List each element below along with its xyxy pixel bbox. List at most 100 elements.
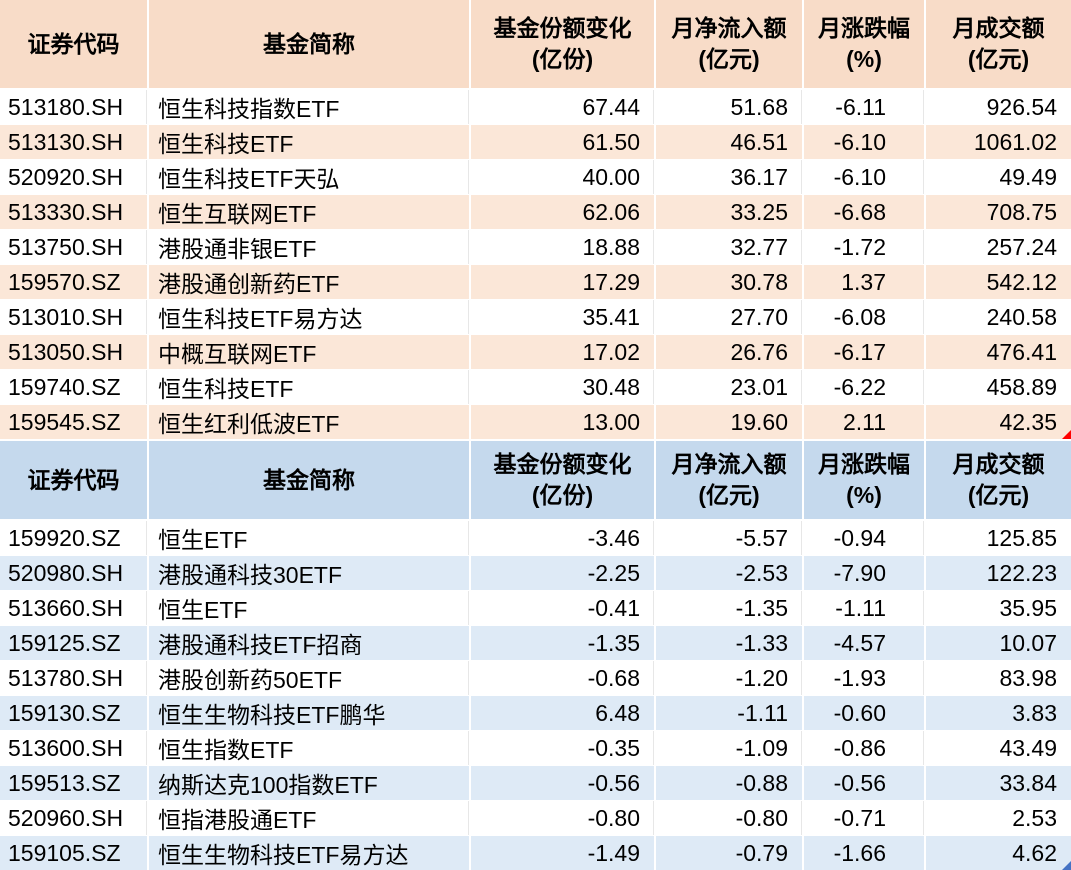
share-change-cell: 17.29 [470, 265, 655, 300]
security-code-cell: 513330.SH [0, 195, 148, 230]
table-row: 159545.SZ 恒生红利低波ETF 13.00 19.60 2.11 42.… [0, 405, 1071, 440]
col-unit: (%) [804, 480, 924, 511]
net-inflow-cell: 26.76 [655, 335, 803, 370]
turnover-cell: 2.53 [925, 801, 1071, 836]
turnover-cell: 43.49 [925, 731, 1071, 766]
table-row: 513330.SH 恒生互联网ETF 62.06 33.25 -6.68 708… [0, 195, 1071, 230]
security-code-cell: 520960.SH [0, 801, 148, 836]
table-row: 513180.SH 恒生科技指数ETF 67.44 51.68 -6.11 92… [0, 89, 1071, 125]
table-row: 520960.SH 恒指港股通ETF -0.80 -0.80 -0.71 2.5… [0, 801, 1071, 836]
pct-change-cell: -4.57 [803, 626, 925, 661]
share-change-cell: -0.41 [470, 591, 655, 626]
table-row: 513130.SH 恒生科技ETF 61.50 46.51 -6.10 1061… [0, 125, 1071, 160]
col-unit: (亿份) [471, 44, 654, 75]
table-row: 520980.SH 港股通科技30ETF -2.25 -2.53 -7.90 1… [0, 556, 1071, 591]
pct-change-cell: -6.10 [803, 160, 925, 195]
net-inflow-cell: -1.20 [655, 661, 803, 696]
security-code-cell: 159125.SZ [0, 626, 148, 661]
table-row: 159105.SZ 恒生生物科技ETF易方达 -1.49 -0.79 -1.66… [0, 836, 1071, 870]
fund-name-cell: 港股通创新药ETF [148, 265, 470, 300]
turnover-cell: 33.84 [925, 766, 1071, 801]
fund-name-cell: 恒生生物科技ETF鹏华 [148, 696, 470, 731]
share-change-cell: -1.49 [470, 836, 655, 870]
net-inflow-cell: 36.17 [655, 160, 803, 195]
pct-change-cell: -6.22 [803, 370, 925, 405]
fund-name-cell: 恒生科技指数ETF [148, 89, 470, 125]
security-code-cell: 159545.SZ [0, 405, 148, 440]
col-security-code: 证券代码 [0, 0, 148, 89]
table-row: 159130.SZ 恒生生物科技ETF鹏华 6.48 -1.11 -0.60 3… [0, 696, 1071, 731]
net-inflow-cell: 19.60 [655, 405, 803, 440]
col-unit: (亿份) [471, 480, 654, 511]
col-label: 月成交额 [926, 13, 1071, 44]
pct-change-cell: -0.86 [803, 731, 925, 766]
share-change-cell: 67.44 [470, 89, 655, 125]
net-inflow-cell: -1.09 [655, 731, 803, 766]
col-label: 基金份额变化 [471, 449, 654, 480]
net-inflow-cell: 46.51 [655, 125, 803, 160]
security-code-cell: 159920.SZ [0, 520, 148, 556]
col-label: 基金简称 [149, 29, 469, 60]
share-change-cell: -0.35 [470, 731, 655, 766]
fund-name-cell: 港股创新药50ETF [148, 661, 470, 696]
col-security-code: 证券代码 [0, 440, 148, 520]
col-unit: (亿元) [656, 480, 802, 511]
fund-name-cell: 恒指港股通ETF [148, 801, 470, 836]
share-change-cell: -0.68 [470, 661, 655, 696]
security-code-cell: 513600.SH [0, 731, 148, 766]
security-code-cell: 159570.SZ [0, 265, 148, 300]
header-row: 证券代码 基金简称 基金份额变化(亿份) 月净流入额(亿元) 月涨跌幅(%) 月… [0, 0, 1071, 89]
security-code-cell: 520920.SH [0, 160, 148, 195]
col-fund-name: 基金简称 [148, 440, 470, 520]
pct-change-cell: -6.17 [803, 335, 925, 370]
security-code-cell: 520980.SH [0, 556, 148, 591]
pct-change-cell: -6.68 [803, 195, 925, 230]
share-change-cell: 40.00 [470, 160, 655, 195]
share-change-cell: 62.06 [470, 195, 655, 230]
share-change-cell: -0.56 [470, 766, 655, 801]
turnover-cell: 10.07 [925, 626, 1071, 661]
table-row: 513010.SH 恒生科技ETF易方达 35.41 27.70 -6.08 2… [0, 300, 1071, 335]
fund-name-cell: 恒生ETF [148, 520, 470, 556]
security-code-cell: 513750.SH [0, 230, 148, 265]
share-change-cell: 61.50 [470, 125, 655, 160]
col-label: 月净流入额 [656, 13, 802, 44]
net-inflow-cell: -2.53 [655, 556, 803, 591]
col-label: 月净流入额 [656, 449, 802, 480]
turnover-cell: 240.58 [925, 300, 1071, 335]
table-row: 159570.SZ 港股通创新药ETF 17.29 30.78 1.37 542… [0, 265, 1071, 300]
pct-change-cell: -6.08 [803, 300, 925, 335]
security-code-cell: 513780.SH [0, 661, 148, 696]
col-unit: (%) [804, 44, 924, 75]
col-share-change: 基金份额变化(亿份) [470, 0, 655, 89]
etf-inflow-table-body: 513180.SH 恒生科技指数ETF 67.44 51.68 -6.11 92… [0, 89, 1071, 439]
col-monthly-change: 月涨跌幅(%) [803, 440, 925, 520]
net-inflow-cell: -1.33 [655, 626, 803, 661]
fund-name-cell: 港股通非银ETF [148, 230, 470, 265]
security-code-cell: 513130.SH [0, 125, 148, 160]
pct-change-cell: 1.37 [803, 265, 925, 300]
security-code-cell: 513050.SH [0, 335, 148, 370]
net-inflow-cell: 32.77 [655, 230, 803, 265]
col-label: 月涨跌幅 [804, 449, 924, 480]
col-unit: (亿元) [656, 44, 802, 75]
col-monthly-change: 月涨跌幅(%) [803, 0, 925, 89]
turnover-cell: 476.41 [925, 335, 1071, 370]
etf-inflow-table: 证券代码 基金简称 基金份额变化(亿份) 月净流入额(亿元) 月涨跌幅(%) 月… [0, 0, 1071, 439]
fund-name-cell: 恒生互联网ETF [148, 195, 470, 230]
security-code-cell: 513660.SH [0, 591, 148, 626]
fund-name-cell: 港股通科技ETF招商 [148, 626, 470, 661]
pct-change-cell: -0.71 [803, 801, 925, 836]
table-row: 513600.SH 恒生指数ETF -0.35 -1.09 -0.86 43.4… [0, 731, 1071, 766]
col-label: 月涨跌幅 [804, 13, 924, 44]
share-change-cell: -2.25 [470, 556, 655, 591]
turnover-cell: 83.98 [925, 661, 1071, 696]
pct-change-cell: -0.60 [803, 696, 925, 731]
fund-name-cell: 纳斯达克100指数ETF [148, 766, 470, 801]
col-fund-name: 基金简称 [148, 0, 470, 89]
turnover-cell: 926.54 [925, 89, 1071, 125]
turnover-cell: 542.12 [925, 265, 1071, 300]
col-label: 基金份额变化 [471, 13, 654, 44]
turnover-cell: 1061.02 [925, 125, 1071, 160]
col-label: 证券代码 [0, 465, 147, 496]
